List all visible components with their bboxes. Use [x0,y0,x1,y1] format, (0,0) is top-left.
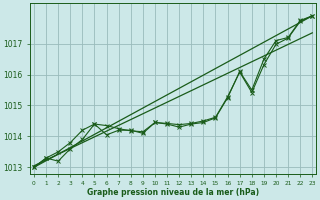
X-axis label: Graphe pression niveau de la mer (hPa): Graphe pression niveau de la mer (hPa) [87,188,259,197]
